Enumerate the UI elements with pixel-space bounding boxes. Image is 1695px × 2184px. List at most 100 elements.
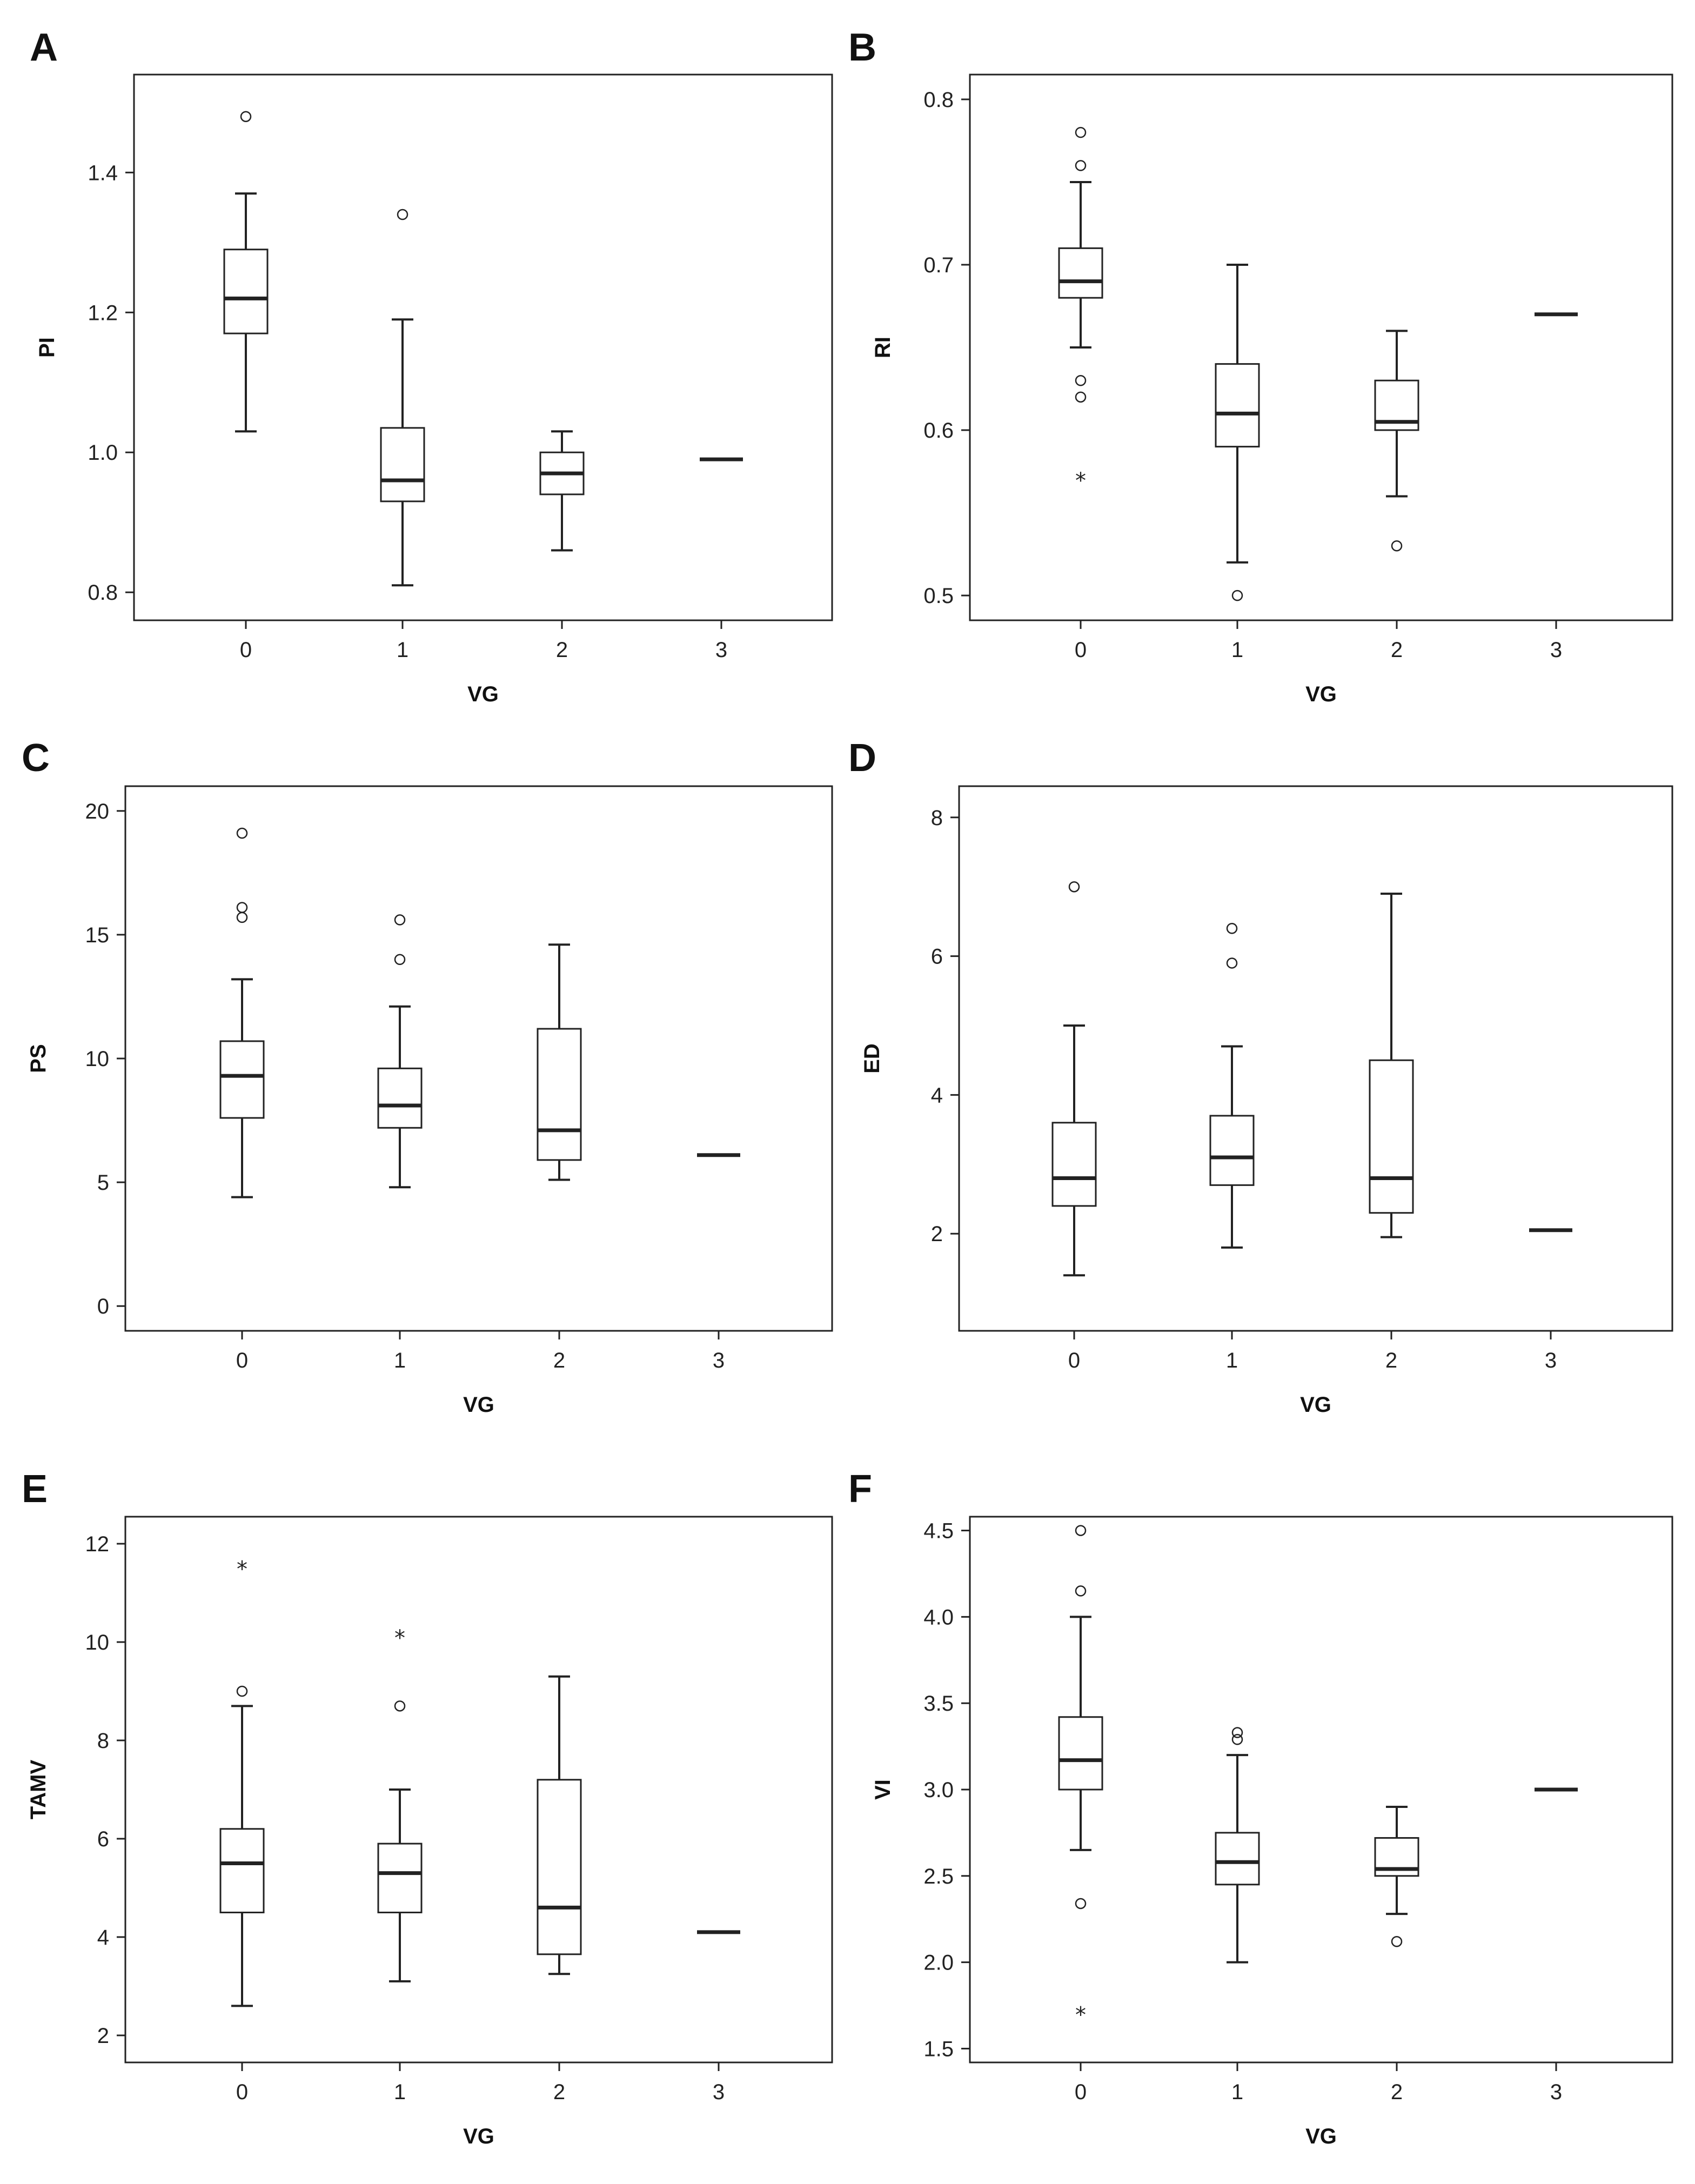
x-axis-title: VG [1300, 1393, 1331, 1417]
outlier-point [1075, 1525, 1087, 1536]
y-tick-label: 8 [97, 1729, 109, 1753]
y-tick-label: 10 [85, 1631, 110, 1654]
panel-label-b: B [848, 26, 876, 69]
y-tick-label: 0.6 [923, 419, 954, 443]
y-tick-label: 2 [97, 2024, 109, 2048]
outlier-point [1231, 1734, 1243, 1745]
box-group-2 [1374, 1805, 1419, 1947]
y-axis-title: PS [26, 1044, 50, 1073]
outlier-point [1075, 126, 1087, 138]
y-tick-label: 10 [85, 1047, 110, 1071]
iqr-box [1058, 1716, 1103, 1791]
iqr-box [1058, 247, 1103, 299]
x-tick-label: 1 [397, 638, 408, 662]
extreme-point: * [1075, 468, 1086, 493]
box-group-0 [219, 827, 265, 1198]
x-axis-title: VG [1305, 2125, 1337, 2148]
x-tick-label: 3 [713, 1349, 725, 1372]
box-group-1 [1215, 263, 1260, 601]
outlier-point [1075, 374, 1087, 386]
panel-label-d: D [848, 736, 876, 780]
x-tick-label: 2 [553, 1349, 565, 1372]
outlier-point [1231, 1727, 1243, 1738]
y-tick-label: 4 [97, 1926, 109, 1949]
y-tick-label: 6 [97, 1827, 109, 1851]
y-tick-label: 0.5 [923, 584, 954, 608]
y-tick-label: 0.8 [88, 581, 118, 605]
plot-frame [124, 1516, 833, 2064]
x-tick-label: 1 [1226, 1349, 1238, 1372]
x-tick-label: 0 [236, 2080, 248, 2104]
y-tick-label: 4.0 [923, 1605, 954, 1629]
iqr-box [1215, 1832, 1260, 1886]
iqr-box [1215, 363, 1260, 448]
x-axis-title: VG [1305, 682, 1337, 706]
plot-frame [958, 785, 1673, 1332]
x-axis-title: VG [463, 1393, 494, 1417]
y-tick-label: 8 [931, 806, 943, 830]
iqr-box [1209, 1115, 1255, 1186]
panel-c: C 0 5 10 15 20 0 1 2 3 VG PS [22, 736, 833, 1417]
box-group-1: * [377, 1626, 423, 1982]
iqr-box [1369, 1059, 1414, 1214]
x-tick-label: 1 [1231, 638, 1243, 662]
y-tick-label: 15 [85, 923, 110, 947]
iqr-box [223, 249, 269, 334]
y-tick-label: 6 [931, 945, 943, 969]
y-tick-label: 2.5 [923, 1865, 954, 1888]
box-group-0: * [1058, 126, 1103, 493]
y-axis-title: TAMV [26, 1760, 50, 1820]
y-tick-label: 3.0 [923, 1778, 954, 1802]
box-group-0 [223, 111, 269, 433]
box-group-2 [539, 430, 585, 552]
box-group-0 [1051, 881, 1097, 1277]
y-tick-label: 2 [931, 1222, 943, 1246]
iqr-box [377, 1067, 423, 1129]
extreme-point: * [1075, 2003, 1086, 2028]
y-axis-title: ED [860, 1043, 884, 1074]
box-group-0: * [1058, 1525, 1103, 2028]
outlier-point [394, 914, 406, 926]
outlier-point [397, 209, 408, 220]
y-tick-label: 4 [931, 1083, 943, 1107]
y-tick-label: 0.8 [923, 88, 954, 112]
x-tick-label: 2 [1391, 638, 1403, 662]
panel-label-f: F [848, 1468, 872, 1511]
outlier-point [236, 1685, 248, 1697]
x-tick-label: 3 [1545, 1349, 1557, 1372]
x-tick-label: 0 [1068, 1349, 1080, 1372]
panel-label-a: A [30, 26, 58, 69]
panel-label-e: E [22, 1468, 48, 1511]
iqr-box [219, 1040, 265, 1119]
outlier-point [1391, 1936, 1403, 1947]
panel-b: B 0.5 0.6 0.7 0.8 0 1 2 3 VG RI * [848, 26, 1673, 706]
x-tick-label: 1 [394, 1349, 406, 1372]
y-axis-title: VI [871, 1779, 895, 1800]
outlier-point [1075, 1898, 1087, 1910]
x-tick-label: 3 [1550, 638, 1562, 662]
panel-label-c: C [22, 736, 50, 780]
box-group-1 [377, 914, 423, 1189]
y-tick-label: 5 [97, 1171, 109, 1195]
iqr-box [380, 427, 425, 503]
extreme-point: * [394, 1626, 405, 1651]
y-tick-label: 12 [85, 1532, 110, 1556]
x-tick-label: 0 [1075, 2080, 1087, 2104]
extreme-point: * [237, 1557, 247, 1582]
x-tick-label: 0 [240, 638, 252, 662]
x-tick-label: 2 [1391, 2080, 1403, 2104]
outlier-point [394, 1700, 406, 1712]
x-tick-label: 2 [1385, 1349, 1397, 1372]
box-group-2 [1369, 893, 1414, 1238]
y-tick-label: 2.0 [923, 1951, 954, 1975]
y-tick-label: 4.5 [923, 1519, 954, 1543]
outlier-point [1075, 160, 1087, 171]
outlier-point [1075, 1585, 1087, 1597]
box-group-2 [537, 943, 582, 1181]
y-tick-label: 0.7 [923, 253, 954, 277]
panel-d: D 2 4 6 8 0 1 2 3 VG ED [848, 736, 1673, 1417]
box-group-2 [1374, 330, 1419, 552]
iqr-box [377, 1843, 423, 1913]
outlier-point [236, 902, 248, 913]
iqr-box [537, 1779, 582, 1955]
